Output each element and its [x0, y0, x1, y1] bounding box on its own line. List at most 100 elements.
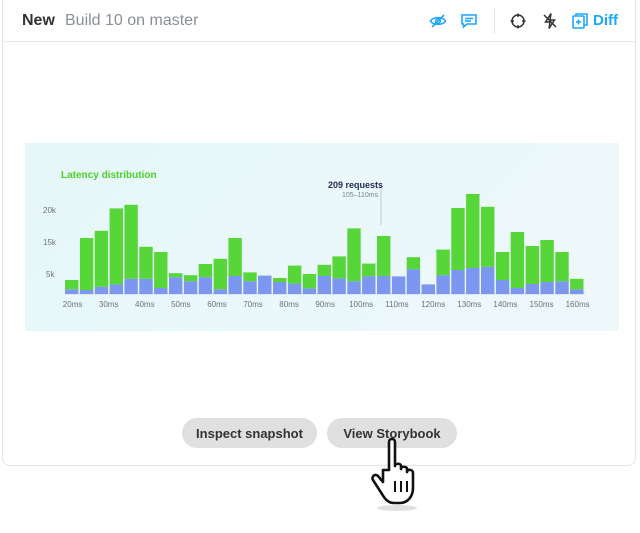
- histogram-bar-upper: [198, 264, 213, 278]
- histogram-bar-upper: [65, 280, 79, 290]
- eye-off-icon[interactable]: [428, 11, 448, 31]
- x-tick-label: 100ms: [349, 300, 374, 309]
- histogram-bar-lower: [228, 276, 242, 294]
- histogram-bar-upper: [495, 252, 510, 280]
- x-tick-label: 140ms: [493, 300, 518, 309]
- histogram-bar-lower: [421, 284, 435, 294]
- histogram-bar-upper: [510, 232, 525, 288]
- x-tick-label: 70ms: [243, 300, 263, 309]
- histogram-bar-lower: [213, 289, 227, 294]
- snapshot-status: New: [22, 12, 55, 29]
- histogram-bar-upper: [525, 246, 539, 284]
- histogram-bar-lower: [79, 290, 94, 294]
- histogram-bar-lower: [570, 289, 584, 294]
- histogram-bar-lower: [154, 288, 168, 294]
- x-tick-label: 50ms: [171, 300, 191, 309]
- histogram-bar-upper: [377, 236, 391, 276]
- histogram-bar-lower: [317, 276, 331, 294]
- histogram-bar-lower: [495, 280, 510, 294]
- build-label: Build 10 on master: [65, 12, 199, 29]
- histogram-bar-upper: [481, 206, 495, 267]
- histogram-bar-lower: [451, 270, 465, 294]
- histogram-bar-lower: [287, 283, 302, 294]
- histogram-bar-lower: [481, 266, 495, 294]
- crosshair-icon[interactable]: [508, 11, 528, 31]
- histogram-bar-upper: [317, 264, 331, 276]
- histogram-bar-upper: [273, 278, 287, 282]
- chart-title: Latency distribution: [61, 170, 157, 181]
- histogram-bar-upper: [243, 272, 257, 282]
- histogram-bar-lower: [406, 269, 421, 294]
- y-tick-label: 20k: [43, 206, 56, 215]
- histogram-bar-lower: [183, 281, 198, 294]
- histogram-bar-lower: [436, 275, 450, 294]
- tooltip-range: 105–110ms: [342, 192, 379, 199]
- histogram-bar-upper: [287, 265, 302, 284]
- histogram-bar-lower: [555, 281, 569, 294]
- histogram-bar-lower: [258, 275, 272, 294]
- histogram-bar-upper: [94, 230, 109, 287]
- inspect-snapshot-button[interactable]: Inspect snapshot: [182, 418, 317, 448]
- x-tick-label: 120ms: [421, 300, 446, 309]
- comment-icon[interactable]: [459, 11, 479, 31]
- histogram-bar-lower: [510, 288, 525, 294]
- histogram-bar-upper: [109, 208, 123, 285]
- histogram-bar-lower: [540, 282, 554, 294]
- histogram-bar-upper: [347, 228, 361, 282]
- histogram-bar-lower: [273, 282, 287, 294]
- x-tick-label: 150ms: [529, 300, 554, 309]
- histogram-bar-upper: [124, 204, 138, 279]
- histogram-bar-lower: [198, 277, 213, 294]
- histogram-bar-lower: [466, 268, 480, 294]
- histogram-bar-lower: [525, 284, 539, 294]
- x-tick-label: 130ms: [457, 300, 482, 309]
- snapshot-header: New Build 10 on master: [3, 0, 635, 42]
- histogram-bar-lower: [302, 288, 317, 294]
- histogram-bar-upper: [466, 194, 480, 268]
- histogram-bar-upper: [79, 238, 94, 290]
- histogram-bar-upper: [540, 240, 554, 282]
- histogram-bar-lower: [94, 286, 109, 294]
- x-tick-label: 110ms: [385, 300, 409, 309]
- histogram-bar-lower: [65, 289, 79, 294]
- histogram-bar-upper: [139, 246, 153, 279]
- x-tick-label: 90ms: [315, 300, 335, 309]
- histogram-bar-upper: [362, 263, 376, 277]
- histogram-bar-lower: [169, 277, 183, 294]
- histogram-bar-lower: [124, 278, 138, 294]
- histogram-bar-upper: [332, 256, 346, 279]
- y-tick-label: 15k: [43, 238, 56, 247]
- histogram-bar-upper: [555, 252, 569, 282]
- histogram-bar-lower: [347, 281, 361, 294]
- histogram-bar-lower: [109, 284, 123, 294]
- histogram-bar-upper: [183, 275, 198, 282]
- histogram-bar-upper: [406, 257, 421, 270]
- histogram-bar-upper: [570, 278, 584, 290]
- histogram-bar-upper: [436, 249, 450, 276]
- diff-toggle-label[interactable]: Diff: [593, 12, 618, 29]
- histogram-bar-upper: [451, 208, 465, 270]
- x-tick-label: 80ms: [279, 300, 299, 309]
- lightning-off-icon[interactable]: [540, 11, 560, 31]
- histogram-bar-lower: [391, 276, 406, 294]
- diff-icon[interactable]: [570, 11, 590, 31]
- hand-pointer-cursor-icon: [371, 437, 417, 511]
- tooltip-value: 209 requests: [328, 180, 384, 190]
- histogram-bar-lower: [139, 278, 153, 294]
- histogram-bar-upper: [302, 274, 317, 289]
- y-tick-label: 5k: [46, 270, 55, 279]
- histogram-bar-upper: [228, 238, 242, 276]
- toolbar-divider: [494, 8, 495, 34]
- histogram-bar-upper: [154, 252, 168, 288]
- x-tick-label: 20ms: [62, 300, 83, 309]
- x-tick-label: 60ms: [207, 300, 227, 309]
- histogram-bar-lower: [243, 281, 257, 294]
- snapshot-card: New Build 10 on master: [2, 0, 636, 466]
- histogram-bar-lower: [377, 276, 391, 294]
- x-tick-label: 40ms: [135, 300, 155, 309]
- snapshot-preview[interactable]: Latency distribution 20k 15k 5k 20ms 30ms…: [25, 143, 619, 331]
- x-tick-label: 30ms: [98, 300, 119, 309]
- x-tick-label: 160ms: [565, 300, 590, 309]
- histogram-bar-upper: [169, 273, 183, 278]
- histogram-bar-lower: [332, 278, 346, 294]
